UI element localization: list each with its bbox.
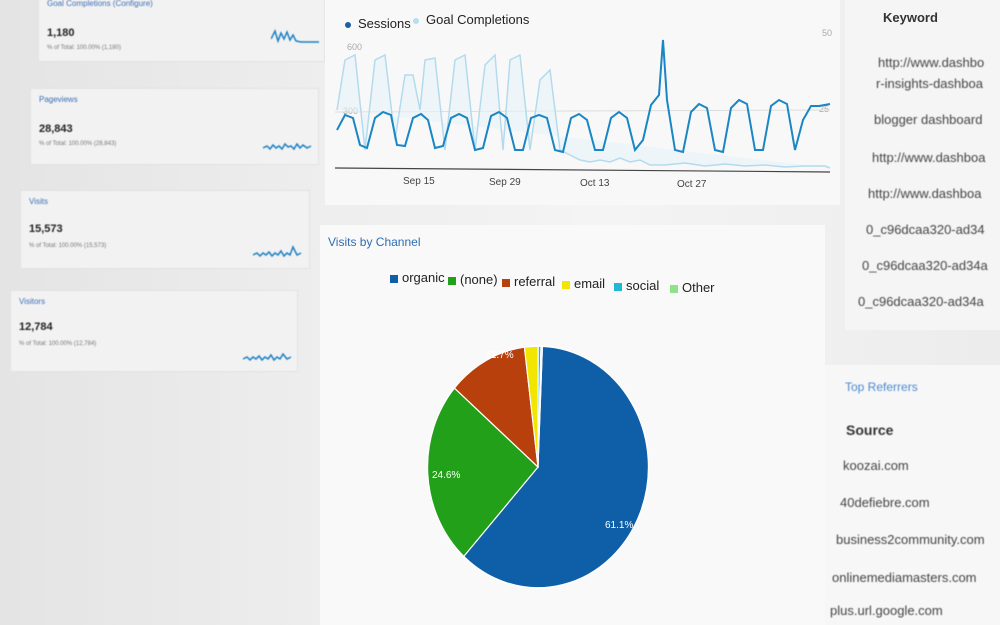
metric-card-goal-completions[interactable]: Goal Completions (Configure) 1,180 % of … — [38, 0, 325, 62]
sparkline-icon — [263, 142, 312, 151]
legend-sessions-label: Sessions — [358, 16, 411, 31]
slice-label-organic: 61.1% — [605, 520, 634, 531]
metric-value: 28,843 — [39, 123, 73, 135]
metric-value: 12,784 — [19, 321, 53, 333]
referrer-item[interactable]: 40defiebre.com — [840, 495, 930, 510]
goal-completions-line — [336, 53, 831, 169]
keyword-item[interactable]: 0_c96dcaa320-ad34a — [858, 294, 984, 309]
sessions-dot-icon — [345, 21, 351, 28]
sessions-line-chart — [334, 39, 831, 173]
sessions-line — [336, 39, 831, 154]
legend-organic[interactable]: organic — [390, 270, 445, 285]
chart-baseline — [334, 167, 831, 173]
referrer-item[interactable]: onlinemediamasters.com — [832, 570, 977, 585]
legend-referral[interactable]: referral — [502, 274, 555, 289]
metric-card-pageviews[interactable]: Pageviews 28,843 % of Total: 100.00% (28… — [30, 88, 319, 165]
legend-social[interactable]: social — [614, 278, 659, 293]
legend-label: email — [574, 276, 606, 291]
keyword-item[interactable]: http://www.dashboa — [868, 186, 982, 201]
other-swatch-icon — [670, 284, 678, 293]
x-tick-oct27: Oct 27 — [677, 179, 707, 190]
legend-label: Other — [682, 280, 715, 295]
metric-card-visitors[interactable]: Visitors 12,784 % of Total: 100.00% (12,… — [10, 290, 298, 372]
metric-sub: % of Total: 100.00% (12,784) — [19, 341, 97, 347]
legend-email[interactable]: email — [562, 276, 605, 291]
metric-label[interactable]: Visitors — [19, 297, 46, 306]
slice-label-none: 24.6% — [432, 470, 461, 481]
keyword-item[interactable]: r-insights-dashboa — [876, 76, 983, 91]
legend-goals-label: Goal Completions — [426, 12, 530, 27]
metric-value: 1,180 — [47, 27, 75, 39]
keyword-item[interactable]: http://www.dashbo — [878, 55, 985, 70]
referrer-item[interactable]: koozai.com — [843, 458, 909, 473]
top-referrers-title[interactable]: Top Referrers — [845, 380, 918, 394]
email-swatch-icon — [562, 280, 570, 289]
y-axis-right-mid: 25 — [819, 104, 830, 114]
keyword-panel: Keyword — [845, 0, 1000, 330]
metric-label[interactable]: Goal Completions (Configure) — [47, 0, 153, 8]
legend-label: (none) — [460, 272, 498, 287]
none-swatch-icon — [448, 276, 456, 285]
y-axis-right-top: 50 — [822, 28, 833, 38]
sparkline-icon — [243, 352, 292, 362]
slice-label-referral: 11.7% — [486, 350, 514, 361]
pie-slice-other[interactable] — [537, 345, 544, 468]
metric-label[interactable]: Visits — [29, 197, 48, 206]
x-tick-sep15: Sep 15 — [403, 176, 435, 187]
x-tick-sep29: Sep 29 — [489, 177, 521, 188]
x-tick-oct13: Oct 13 — [580, 178, 610, 189]
referrer-item[interactable]: business2community.com — [836, 532, 985, 547]
metric-value: 15,573 — [29, 223, 63, 235]
source-header: Source — [846, 422, 894, 438]
visits-pie-chart — [427, 345, 649, 589]
sparkline-icon — [253, 245, 302, 258]
sparkline-icon — [271, 28, 319, 44]
social-swatch-icon — [614, 282, 622, 291]
referrer-item[interactable]: plus.url.google.com — [830, 603, 943, 618]
pie-slice-organic[interactable] — [462, 345, 649, 589]
metric-sub: % of Total: 100.00% (28,843) — [39, 141, 117, 147]
goals-dot-icon — [413, 17, 419, 24]
legend-goal-completions[interactable]: Goal Completions — [413, 12, 529, 27]
legend-label: social — [626, 278, 660, 293]
sessions-chart-panel: Sessions Goal Completions 600 300 50 25 … — [325, 0, 840, 205]
metric-sub: % of Total: 100.00% (15,573) — [29, 243, 107, 249]
legend-none[interactable]: (none) — [448, 272, 498, 287]
keyword-item[interactable]: blogger dashboard — [874, 112, 983, 127]
legend-label: referral — [514, 274, 556, 289]
legend-other[interactable]: Other — [670, 280, 715, 295]
metric-label[interactable]: Pageviews — [39, 95, 78, 104]
organic-swatch-icon — [390, 274, 398, 283]
metric-sub: % of Total: 100.00% (1,180) — [47, 45, 121, 51]
referral-swatch-icon — [502, 278, 510, 287]
keyword-item[interactable]: 0_c96dcaa320-ad34a — [862, 258, 988, 273]
keyword-header: Keyword — [883, 10, 938, 25]
legend-label: organic — [402, 270, 445, 285]
legend-sessions[interactable]: Sessions — [345, 16, 411, 31]
metric-card-visits[interactable]: Visits 15,573 % of Total: 100.00% (15,57… — [20, 190, 310, 269]
pie-slice-referral[interactable] — [453, 346, 539, 469]
y-axis-left-top: 600 — [347, 42, 363, 52]
pie-slice-none[interactable] — [427, 387, 539, 558]
keyword-item[interactable]: 0_c96dcaa320-ad34 — [866, 222, 985, 237]
keyword-item[interactable]: http://www.dashboa — [872, 150, 986, 165]
top-referrers-panel — [825, 365, 1000, 625]
pie-title[interactable]: Visits by Channel — [328, 235, 421, 249]
